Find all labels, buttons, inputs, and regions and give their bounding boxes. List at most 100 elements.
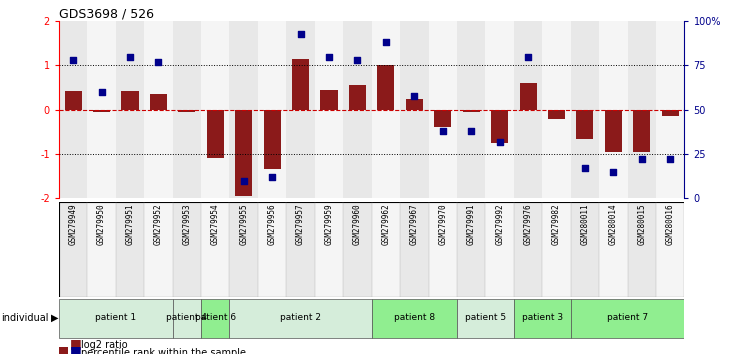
Text: GSM279957: GSM279957 xyxy=(296,204,305,245)
Point xyxy=(579,165,591,171)
Bar xyxy=(628,202,656,297)
Text: patient 6: patient 6 xyxy=(195,313,236,322)
FancyBboxPatch shape xyxy=(372,299,457,338)
Point xyxy=(437,128,449,134)
Bar xyxy=(400,202,428,297)
Bar xyxy=(150,94,167,110)
Text: GSM279955: GSM279955 xyxy=(239,204,248,245)
Bar xyxy=(315,202,343,297)
Bar xyxy=(457,21,486,198)
Point xyxy=(294,31,306,36)
Text: GSM279992: GSM279992 xyxy=(495,204,504,245)
Point xyxy=(522,54,534,59)
Point xyxy=(665,156,676,162)
Text: GDS3698 / 526: GDS3698 / 526 xyxy=(59,7,154,20)
Text: GSM279952: GSM279952 xyxy=(154,204,163,245)
Bar xyxy=(656,21,684,198)
Bar xyxy=(378,65,394,110)
Bar xyxy=(542,202,570,297)
Point xyxy=(636,156,648,162)
Bar xyxy=(343,21,372,198)
Bar xyxy=(207,110,224,158)
Text: GSM279976: GSM279976 xyxy=(523,204,533,245)
Text: patient 7: patient 7 xyxy=(607,313,648,322)
Text: GSM279956: GSM279956 xyxy=(268,204,277,245)
Bar xyxy=(656,202,684,297)
Text: GSM279982: GSM279982 xyxy=(552,204,561,245)
Bar xyxy=(486,202,514,297)
Text: GSM279962: GSM279962 xyxy=(381,204,390,245)
Bar xyxy=(486,21,514,198)
Bar xyxy=(173,202,201,297)
Bar xyxy=(88,21,116,198)
Text: GSM279960: GSM279960 xyxy=(353,204,362,245)
Text: patient 4: patient 4 xyxy=(166,313,208,322)
Text: GSM280015: GSM280015 xyxy=(637,204,646,245)
Text: patient 5: patient 5 xyxy=(465,313,506,322)
Bar xyxy=(258,202,286,297)
Bar xyxy=(315,21,343,198)
Bar xyxy=(570,202,599,297)
Bar xyxy=(201,21,230,198)
Text: GSM279954: GSM279954 xyxy=(210,204,220,245)
Bar xyxy=(65,91,82,110)
Text: GSM280016: GSM280016 xyxy=(666,204,675,245)
FancyBboxPatch shape xyxy=(570,299,684,338)
Text: patient 3: patient 3 xyxy=(522,313,563,322)
Bar xyxy=(514,21,542,198)
Text: individual: individual xyxy=(1,313,49,323)
Bar xyxy=(144,202,173,297)
Bar xyxy=(548,110,565,120)
Text: GSM280014: GSM280014 xyxy=(609,204,618,245)
Bar xyxy=(570,21,599,198)
Bar xyxy=(576,110,593,138)
Bar xyxy=(491,110,508,143)
Bar xyxy=(201,202,230,297)
Point xyxy=(408,93,420,98)
Point xyxy=(323,54,335,59)
Bar xyxy=(463,110,480,112)
Bar xyxy=(349,85,366,110)
Point xyxy=(67,57,79,63)
Bar xyxy=(599,202,628,297)
FancyBboxPatch shape xyxy=(201,299,230,338)
Bar xyxy=(628,21,656,198)
Text: ■: ■ xyxy=(70,344,82,354)
Bar xyxy=(633,110,651,152)
Bar xyxy=(428,202,457,297)
Point xyxy=(266,174,278,180)
Bar xyxy=(514,202,542,297)
Bar xyxy=(178,110,195,112)
FancyBboxPatch shape xyxy=(230,299,372,338)
Point xyxy=(465,128,477,134)
Bar xyxy=(263,110,280,170)
Point xyxy=(607,169,619,175)
Bar xyxy=(258,21,286,198)
Bar xyxy=(605,110,622,152)
Bar xyxy=(320,90,338,110)
Bar xyxy=(286,21,315,198)
Point xyxy=(238,178,250,183)
Point xyxy=(494,139,506,144)
Point xyxy=(352,57,364,63)
FancyBboxPatch shape xyxy=(457,299,514,338)
Bar xyxy=(88,202,116,297)
Point xyxy=(96,89,107,95)
Bar xyxy=(93,110,110,112)
Text: patient 8: patient 8 xyxy=(394,313,435,322)
Bar xyxy=(236,110,252,196)
Bar xyxy=(144,21,173,198)
Bar xyxy=(230,21,258,198)
Text: ■: ■ xyxy=(70,337,82,350)
Bar xyxy=(400,21,428,198)
Text: GSM279953: GSM279953 xyxy=(183,204,191,245)
Bar xyxy=(457,202,486,297)
Text: GSM279967: GSM279967 xyxy=(410,204,419,245)
Point xyxy=(124,54,136,59)
Text: patient 2: patient 2 xyxy=(280,313,321,322)
Bar xyxy=(343,202,372,297)
FancyBboxPatch shape xyxy=(514,299,570,338)
Bar xyxy=(286,202,315,297)
Bar xyxy=(230,202,258,297)
Bar xyxy=(121,91,138,110)
